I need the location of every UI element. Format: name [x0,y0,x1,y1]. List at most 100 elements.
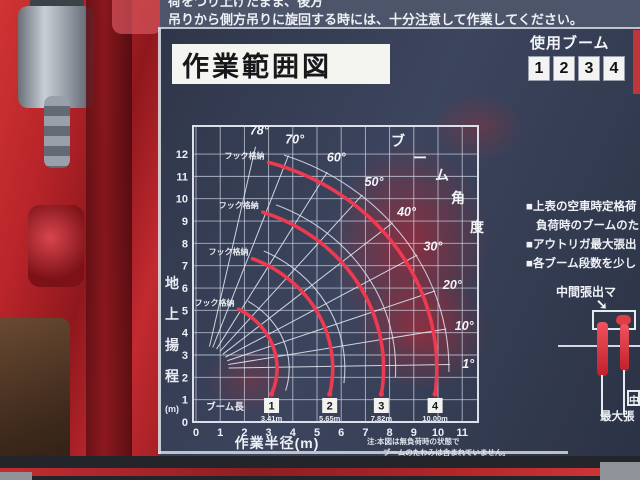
boom-box-1: 1 [528,56,550,81]
svg-text:4: 4 [290,427,297,439]
svg-text:4: 4 [432,401,439,413]
svg-text:5: 5 [314,427,320,439]
svg-text:6: 6 [338,427,344,439]
boom-box-4: 4 [603,56,625,81]
svg-text:7: 7 [182,261,188,273]
svg-text:8: 8 [387,427,393,439]
svg-text:8: 8 [182,238,188,250]
page-title: 作業範囲図 [182,51,332,82]
svg-text:0: 0 [182,417,188,429]
max-extension-label: 最大張 [600,411,635,423]
svg-text:揚: 揚 [165,337,179,353]
svg-text:注:本図は無負荷時の状態で: 注:本図は無負荷時の状態で [367,436,460,446]
hook-assembly [28,205,84,287]
outrigger-bar [620,324,629,371]
plate-border-top [158,27,640,29]
svg-text:程: 程 [165,368,179,384]
svg-text:2: 2 [182,372,188,384]
svg-text:1°: 1° [462,357,475,371]
svg-text:9: 9 [411,427,417,439]
red-bumper [0,468,640,476]
svg-text:30°: 30° [423,240,443,254]
outrigger-leg-line [601,375,603,417]
svg-text:5.65m: 5.65m [319,414,341,423]
warning-line-2: 吊りから側方吊りに旋回する時には、十分注意して作業してください。 [168,12,583,27]
svg-text:(m): (m) [165,404,179,414]
svg-text:7.82m: 7.82m [371,414,393,423]
svg-text:1: 1 [182,395,188,407]
working-range-chart: 0 1 2 3 4 5 6 7 8 9 10 11012345678910111278°70°60°5… [165,123,510,457]
svg-text:11: 11 [456,427,468,439]
svg-text:2: 2 [241,427,247,439]
dark-red-column [86,0,132,480]
road-surface [0,472,32,480]
note-line-2: 負荷時のブームのた [536,220,640,232]
svg-text:0: 0 [193,427,199,439]
metal-cylinder [18,6,94,108]
warning-strip: 荷をつり上げたまま、後方 吊りから側方吊りに旋回する時には、十分注意して作業して… [160,0,640,28]
svg-text:ブームのたわみは含まれていません。: ブームのたわみは含まれていません。 [383,447,510,457]
svg-text:フック格納: フック格納 [195,297,235,307]
glare-highlight [112,0,162,34]
svg-text:40°: 40° [396,205,417,219]
svg-text:上: 上 [165,306,179,322]
boom-number-boxes: 1 2 3 4 [528,56,625,81]
warning-line-1: 荷をつり上げたまま、後方 [168,0,324,9]
svg-text:2: 2 [327,401,333,413]
svg-text:フック格納: フック格納 [209,247,249,257]
svg-text:ー: ー [413,150,427,166]
svg-text:4: 4 [182,328,189,340]
svg-text:10: 10 [432,427,444,439]
plate-border-bottom [158,451,568,454]
foreground-object [0,318,70,480]
svg-text:度: 度 [470,219,485,235]
red-marker-blob [616,315,631,325]
svg-text:9: 9 [182,216,188,228]
svg-text:78°: 78° [250,123,270,137]
svg-text:ブ: ブ [391,133,405,149]
svg-text:角: 角 [451,190,465,206]
svg-text:5: 5 [182,305,188,317]
svg-text:ム: ム [435,167,449,183]
svg-text:70°: 70° [285,133,305,147]
note-line-1: ■上表の空車時定格荷 [526,201,637,213]
svg-text:6: 6 [182,283,188,295]
mid-extension-label: 中間張出マ [556,285,617,299]
red-edge-sliver [633,30,640,94]
boom-use-header: 使用ブーム [530,35,610,52]
note-line-4: ■各ブーム段数を少し [526,258,637,270]
svg-text:3: 3 [266,427,272,439]
svg-text:60°: 60° [327,151,347,165]
title-box: 作業範囲図 [172,44,390,84]
bottom-small-box: 中 [627,390,640,406]
svg-text:11: 11 [176,171,188,183]
boom-box-3: 3 [578,56,600,81]
svg-text:フック格納: フック格納 [225,150,265,160]
red-machinery [0,0,162,480]
chain-links [44,96,70,168]
arrow-down-right-icon: ➘ [596,296,608,312]
boom-box-2: 2 [553,56,575,81]
svg-text:7: 7 [362,427,368,439]
svg-text:3: 3 [378,401,384,413]
svg-text:10°: 10° [455,319,475,333]
svg-text:20°: 20° [442,278,463,292]
svg-text:12: 12 [176,149,188,161]
note-line-3: ■アウトリガ最大張出 [526,239,637,251]
chart-area: 0 1 2 3 4 5 6 7 8 9 10 11 0 1 2 3 4 5 6 7 8 9 10 11 12 78° 70° 60° 5… [162,106,514,458]
svg-text:3.41m: 3.41m [261,414,283,423]
svg-text:ブーム長: ブーム長 [206,401,244,413]
svg-text:3: 3 [182,350,188,362]
svg-text:作業半径(m): 作業半径(m) [235,435,320,451]
road-surface [600,462,640,480]
svg-text:1: 1 [217,427,223,439]
svg-text:10.00m: 10.00m [422,414,448,423]
mid-extension-marker-box [592,310,636,330]
svg-text:50°: 50° [365,175,385,189]
outrigger-bar [597,322,608,376]
svg-text:1: 1 [268,401,274,413]
svg-text:フック格納: フック格納 [219,200,259,210]
svg-text:地: 地 [165,275,179,291]
notes-block: ■上表の空車時定格荷 負荷時のブームのた ■アウトリガ最大張出 ■各ブーム段数を… [526,198,640,280]
